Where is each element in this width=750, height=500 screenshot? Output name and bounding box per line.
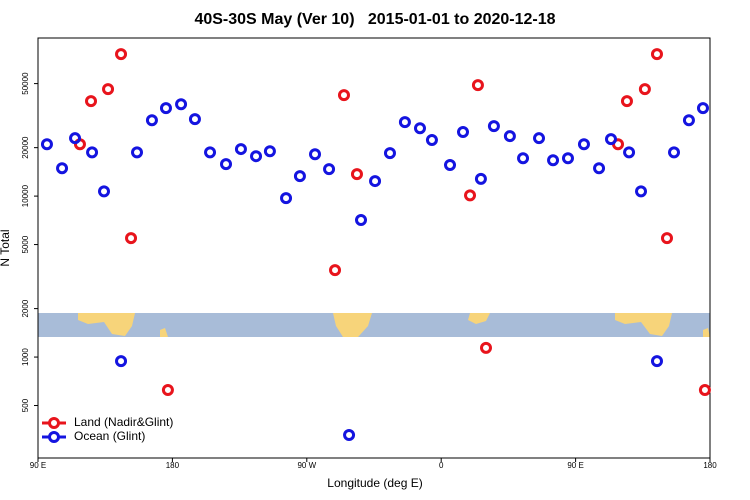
point: [188, 113, 201, 126]
point: [517, 152, 530, 165]
point: [533, 132, 546, 145]
point: [309, 148, 322, 161]
legend-label: Ocean (Glint): [74, 429, 145, 443]
point: [425, 134, 438, 147]
point: [369, 175, 382, 188]
series: [73, 48, 711, 397]
point: [102, 83, 115, 96]
legend-marker: [48, 417, 60, 429]
point: [337, 89, 350, 102]
point: [620, 95, 633, 108]
point: [40, 138, 53, 151]
y-tick-label: 1000: [21, 348, 30, 366]
point: [323, 163, 336, 176]
map-strip: [38, 313, 710, 337]
point: [698, 384, 711, 397]
point: [329, 264, 342, 277]
point: [413, 122, 426, 135]
point: [480, 341, 492, 354]
point: [682, 114, 695, 127]
point: [115, 48, 128, 61]
point: [561, 152, 574, 165]
point: [457, 126, 470, 139]
point: [263, 145, 276, 158]
x-tick-label: 90 E: [30, 461, 46, 470]
point: [98, 185, 111, 198]
x-tick-label: 90 E: [567, 461, 583, 470]
point: [85, 95, 98, 108]
legend-label: Land (Nadir&Glint): [74, 415, 173, 429]
point: [638, 83, 651, 96]
point: [487, 120, 500, 133]
x-axis-label: Longitude (deg E): [327, 476, 422, 490]
legend-marker: [48, 431, 60, 443]
point: [503, 130, 516, 143]
series: [40, 98, 709, 441]
y-tick-label: 500: [21, 398, 30, 412]
y-tick-label: 5000: [21, 235, 30, 253]
point: [131, 146, 144, 159]
point: [547, 154, 560, 167]
y-tick-label: 2000: [21, 299, 30, 317]
point: [444, 159, 457, 172]
point: [398, 116, 411, 129]
point: [604, 133, 617, 146]
point: [650, 355, 663, 368]
y-axis-label: N Total: [0, 229, 12, 266]
point: [593, 162, 606, 175]
point: [69, 132, 82, 145]
point: [175, 98, 188, 111]
x-tick-label: 90 W: [297, 461, 316, 470]
point: [56, 162, 69, 175]
point: [145, 114, 158, 127]
point: [471, 79, 484, 92]
chart-title: 40S-30S May (Ver 10) 2015-01-01 to 2020-…: [194, 11, 555, 28]
point: [115, 355, 128, 368]
point: [161, 384, 174, 397]
point: [474, 172, 487, 185]
point: [293, 170, 306, 183]
x-tick-label: 180: [703, 461, 717, 470]
point: [650, 48, 663, 61]
point: [635, 185, 648, 198]
point: [350, 168, 363, 181]
point: [204, 146, 217, 159]
x-tick-label: 180: [166, 461, 180, 470]
plot-frame: [37, 37, 711, 459]
point: [660, 232, 673, 245]
point: [220, 158, 233, 171]
point: [86, 146, 99, 159]
point: [280, 192, 293, 205]
point: [159, 102, 172, 115]
point: [383, 147, 396, 160]
point: [125, 232, 138, 245]
point: [355, 214, 368, 227]
point: [668, 146, 681, 159]
point: [464, 189, 477, 202]
y-tick-label: 20000: [21, 136, 30, 159]
point: [577, 138, 590, 151]
point: [343, 428, 356, 441]
point: [234, 143, 247, 156]
point: [623, 146, 636, 159]
y-tick-label: 50000: [21, 72, 30, 95]
y-tick-label: 10000: [21, 184, 30, 207]
x-tick-label: 0: [439, 461, 444, 470]
point: [250, 150, 263, 163]
point: [696, 102, 709, 115]
